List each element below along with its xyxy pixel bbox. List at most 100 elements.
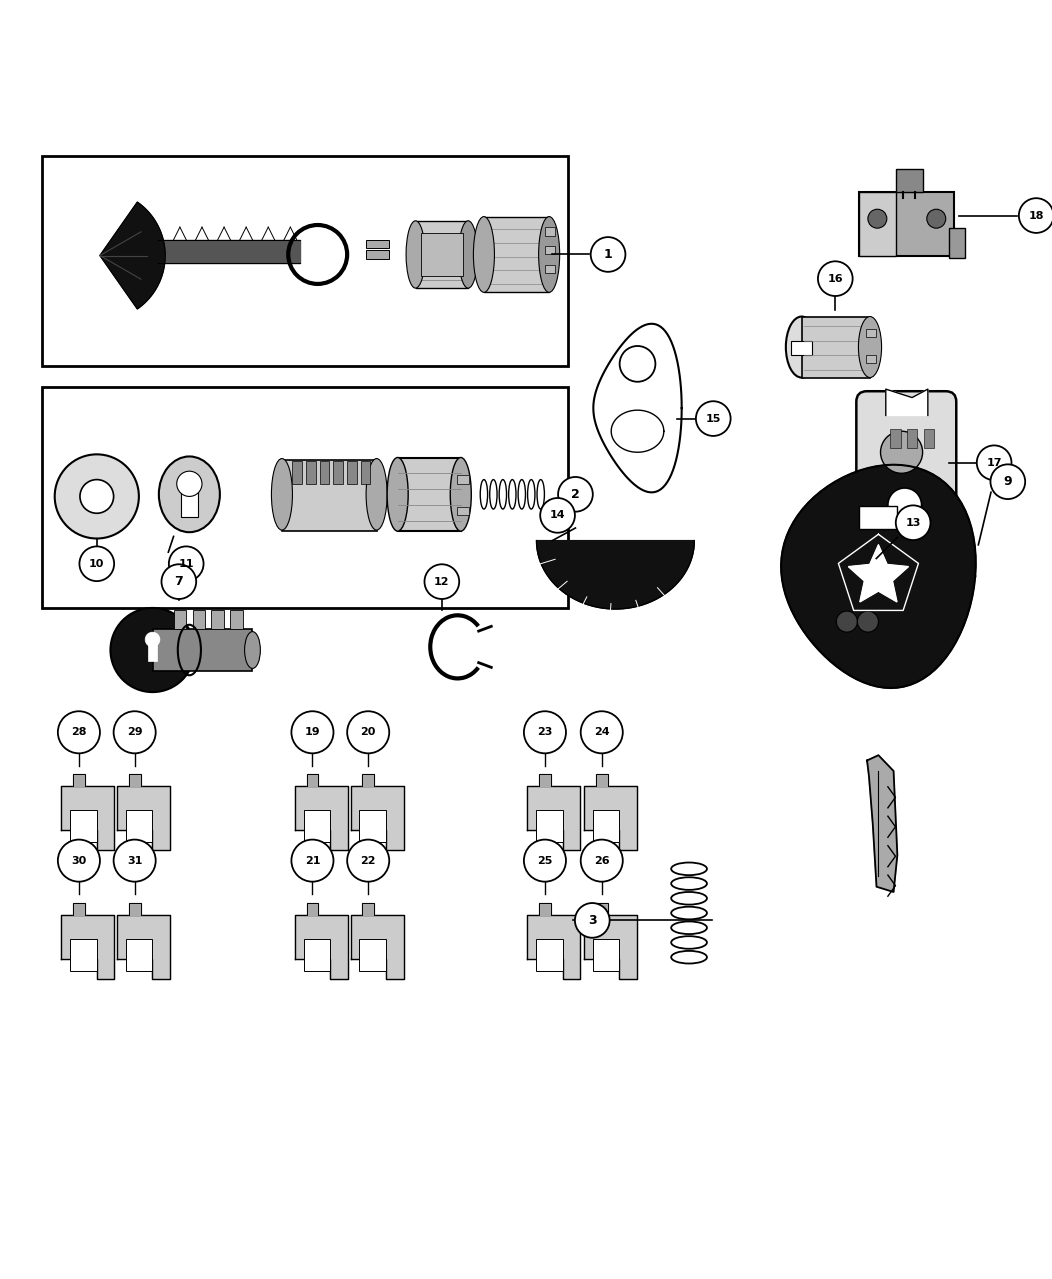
Ellipse shape (450, 458, 471, 531)
Text: 20: 20 (361, 728, 376, 737)
Polygon shape (527, 914, 581, 978)
Polygon shape (781, 464, 976, 688)
Text: 29: 29 (127, 728, 142, 737)
Bar (366, 251, 389, 258)
Bar (360, 811, 386, 843)
Circle shape (58, 839, 100, 881)
Text: 24: 24 (594, 728, 609, 737)
Circle shape (145, 632, 160, 647)
Bar (537, 811, 563, 843)
Polygon shape (128, 774, 141, 787)
Bar (306, 460, 316, 483)
Text: 25: 25 (538, 856, 552, 866)
Polygon shape (611, 411, 664, 453)
Bar (174, 610, 186, 629)
Ellipse shape (271, 459, 292, 530)
Bar (398, 458, 461, 531)
Polygon shape (595, 903, 608, 914)
Circle shape (161, 564, 196, 599)
Ellipse shape (406, 221, 425, 288)
Text: 19: 19 (305, 728, 320, 737)
Circle shape (696, 402, 730, 436)
Bar (304, 811, 330, 843)
Bar (859, 506, 897, 530)
Circle shape (347, 711, 389, 753)
Bar (859, 192, 954, 256)
Polygon shape (306, 903, 319, 914)
FancyBboxPatch shape (856, 391, 956, 549)
Circle shape (291, 839, 333, 881)
Bar (896, 169, 923, 192)
Polygon shape (61, 914, 115, 978)
Text: 21: 21 (305, 856, 320, 866)
Ellipse shape (473, 216, 494, 293)
Circle shape (976, 445, 1012, 480)
Text: 23: 23 (538, 728, 552, 737)
Bar (484, 216, 549, 293)
Ellipse shape (539, 216, 560, 293)
Bar (593, 939, 620, 971)
Bar (230, 610, 243, 629)
Circle shape (168, 546, 204, 581)
Bar (148, 642, 157, 660)
Polygon shape (886, 389, 928, 416)
Text: 17: 17 (987, 458, 1002, 468)
Bar (924, 428, 934, 448)
Text: 28: 28 (72, 728, 86, 737)
Bar (366, 239, 389, 248)
Circle shape (524, 711, 566, 753)
Circle shape (110, 608, 195, 692)
Bar (890, 428, 901, 448)
Bar (537, 939, 563, 971)
Text: 13: 13 (906, 518, 920, 528)
Polygon shape (362, 774, 375, 787)
Text: 30: 30 (72, 856, 86, 866)
Polygon shape (295, 914, 348, 978)
Polygon shape (100, 202, 165, 310)
Circle shape (836, 611, 857, 632)
Circle shape (58, 711, 100, 753)
Bar (545, 228, 555, 235)
Bar (457, 506, 469, 515)
Circle shape (591, 237, 625, 272)
Polygon shape (848, 545, 909, 602)
Circle shape (581, 711, 623, 753)
Bar (457, 476, 469, 483)
Polygon shape (350, 787, 404, 851)
Polygon shape (537, 541, 694, 609)
Text: 26: 26 (594, 856, 609, 866)
Ellipse shape (858, 316, 882, 377)
Polygon shape (61, 787, 115, 851)
Bar (347, 460, 357, 483)
Bar (802, 316, 870, 377)
Bar (42, 156, 568, 366)
Bar (126, 939, 153, 971)
Text: 7: 7 (175, 576, 183, 588)
Circle shape (80, 480, 114, 513)
Circle shape (291, 711, 333, 753)
Bar (545, 265, 555, 274)
Text: 3: 3 (588, 914, 596, 927)
Bar (361, 460, 370, 483)
Bar (320, 460, 329, 483)
Polygon shape (158, 239, 300, 263)
Text: 22: 22 (361, 856, 376, 866)
Bar (211, 610, 224, 629)
Circle shape (818, 261, 852, 295)
Circle shape (574, 903, 610, 938)
Text: 16: 16 (828, 274, 843, 284)
Circle shape (991, 464, 1025, 499)
Circle shape (114, 711, 156, 753)
Polygon shape (595, 774, 608, 787)
Text: 11: 11 (179, 559, 194, 569)
Circle shape (347, 839, 389, 881)
Bar (421, 234, 463, 275)
Polygon shape (306, 774, 319, 787)
Ellipse shape (459, 221, 478, 288)
Circle shape (857, 611, 878, 632)
Bar (181, 486, 198, 518)
Text: 9: 9 (1004, 476, 1012, 489)
Polygon shape (295, 787, 348, 851)
Bar (791, 340, 812, 356)
Polygon shape (593, 324, 682, 492)
